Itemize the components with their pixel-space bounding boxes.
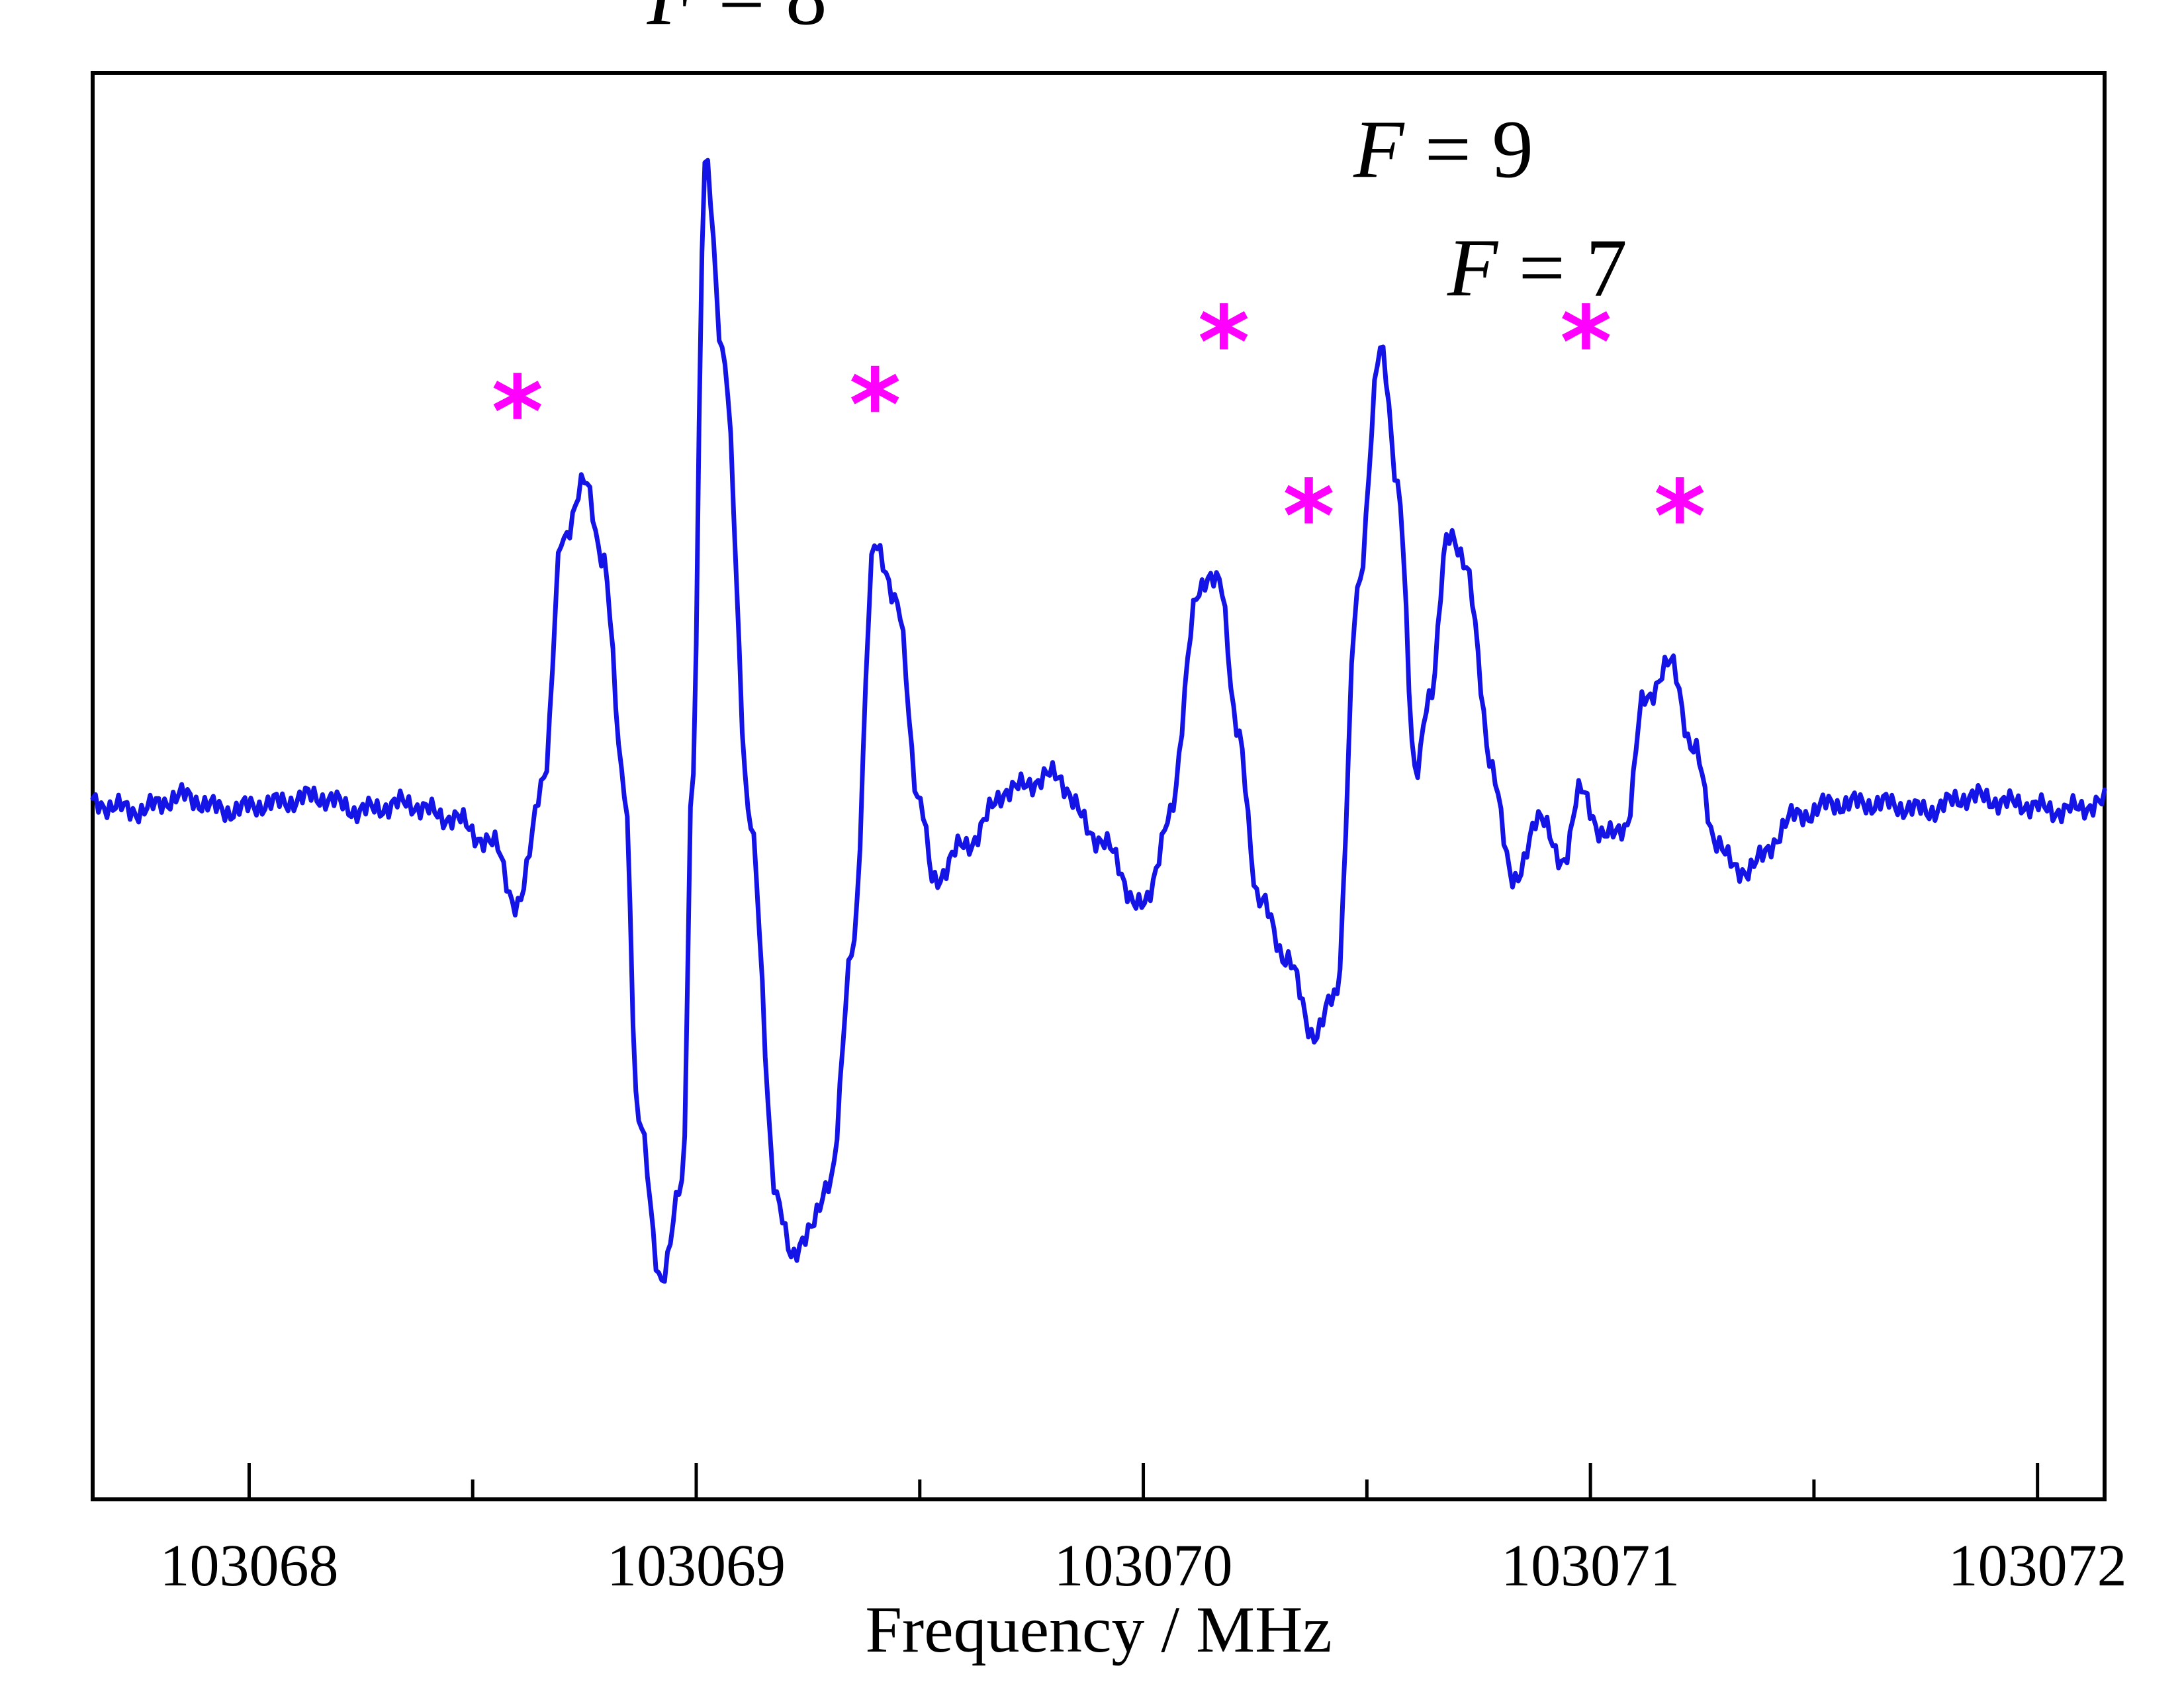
f-label: F = 9 (1353, 105, 1533, 196)
satellite-star-marker: * (1283, 459, 1334, 575)
x-tick-label: 103072 (1948, 1533, 2127, 1599)
satellite-star-marker: * (849, 348, 901, 463)
x-tick-label: 103071 (1501, 1533, 1680, 1599)
x-tick-label: 103069 (607, 1533, 786, 1599)
f-value: = 8 (698, 0, 827, 42)
x-tick-label: 103070 (1054, 1533, 1233, 1599)
satellite-star-marker: * (1560, 285, 1612, 400)
satellite-markers: * * * * * * (492, 285, 1706, 575)
satellite-star-marker: * (492, 355, 543, 471)
satellite-star-marker: * (1198, 285, 1250, 400)
x-axis-tick-labels: 103068 103069 103070 103071 103072 (159, 1533, 2126, 1599)
f-label: F = 7 (1447, 222, 1627, 314)
satellite-star-marker: * (1654, 459, 1706, 575)
f-value: = 7 (1498, 222, 1627, 314)
f-symbol: F (1447, 222, 1499, 314)
hyperfine-labels: F = 8F = 9F = 7 (647, 0, 1627, 314)
spectrum-line (90, 158, 2107, 1284)
x-axis-ticks (247, 1463, 2040, 1499)
f-label: F = 8 (647, 0, 827, 42)
f-value: = 9 (1404, 105, 1533, 196)
f-symbol: F (647, 0, 699, 42)
x-tick-label: 103068 (159, 1533, 338, 1599)
f-symbol: F (1353, 105, 1405, 196)
plot-frame (91, 71, 2107, 1501)
x-axis-label: Frequency / MHz (865, 1593, 1332, 1666)
